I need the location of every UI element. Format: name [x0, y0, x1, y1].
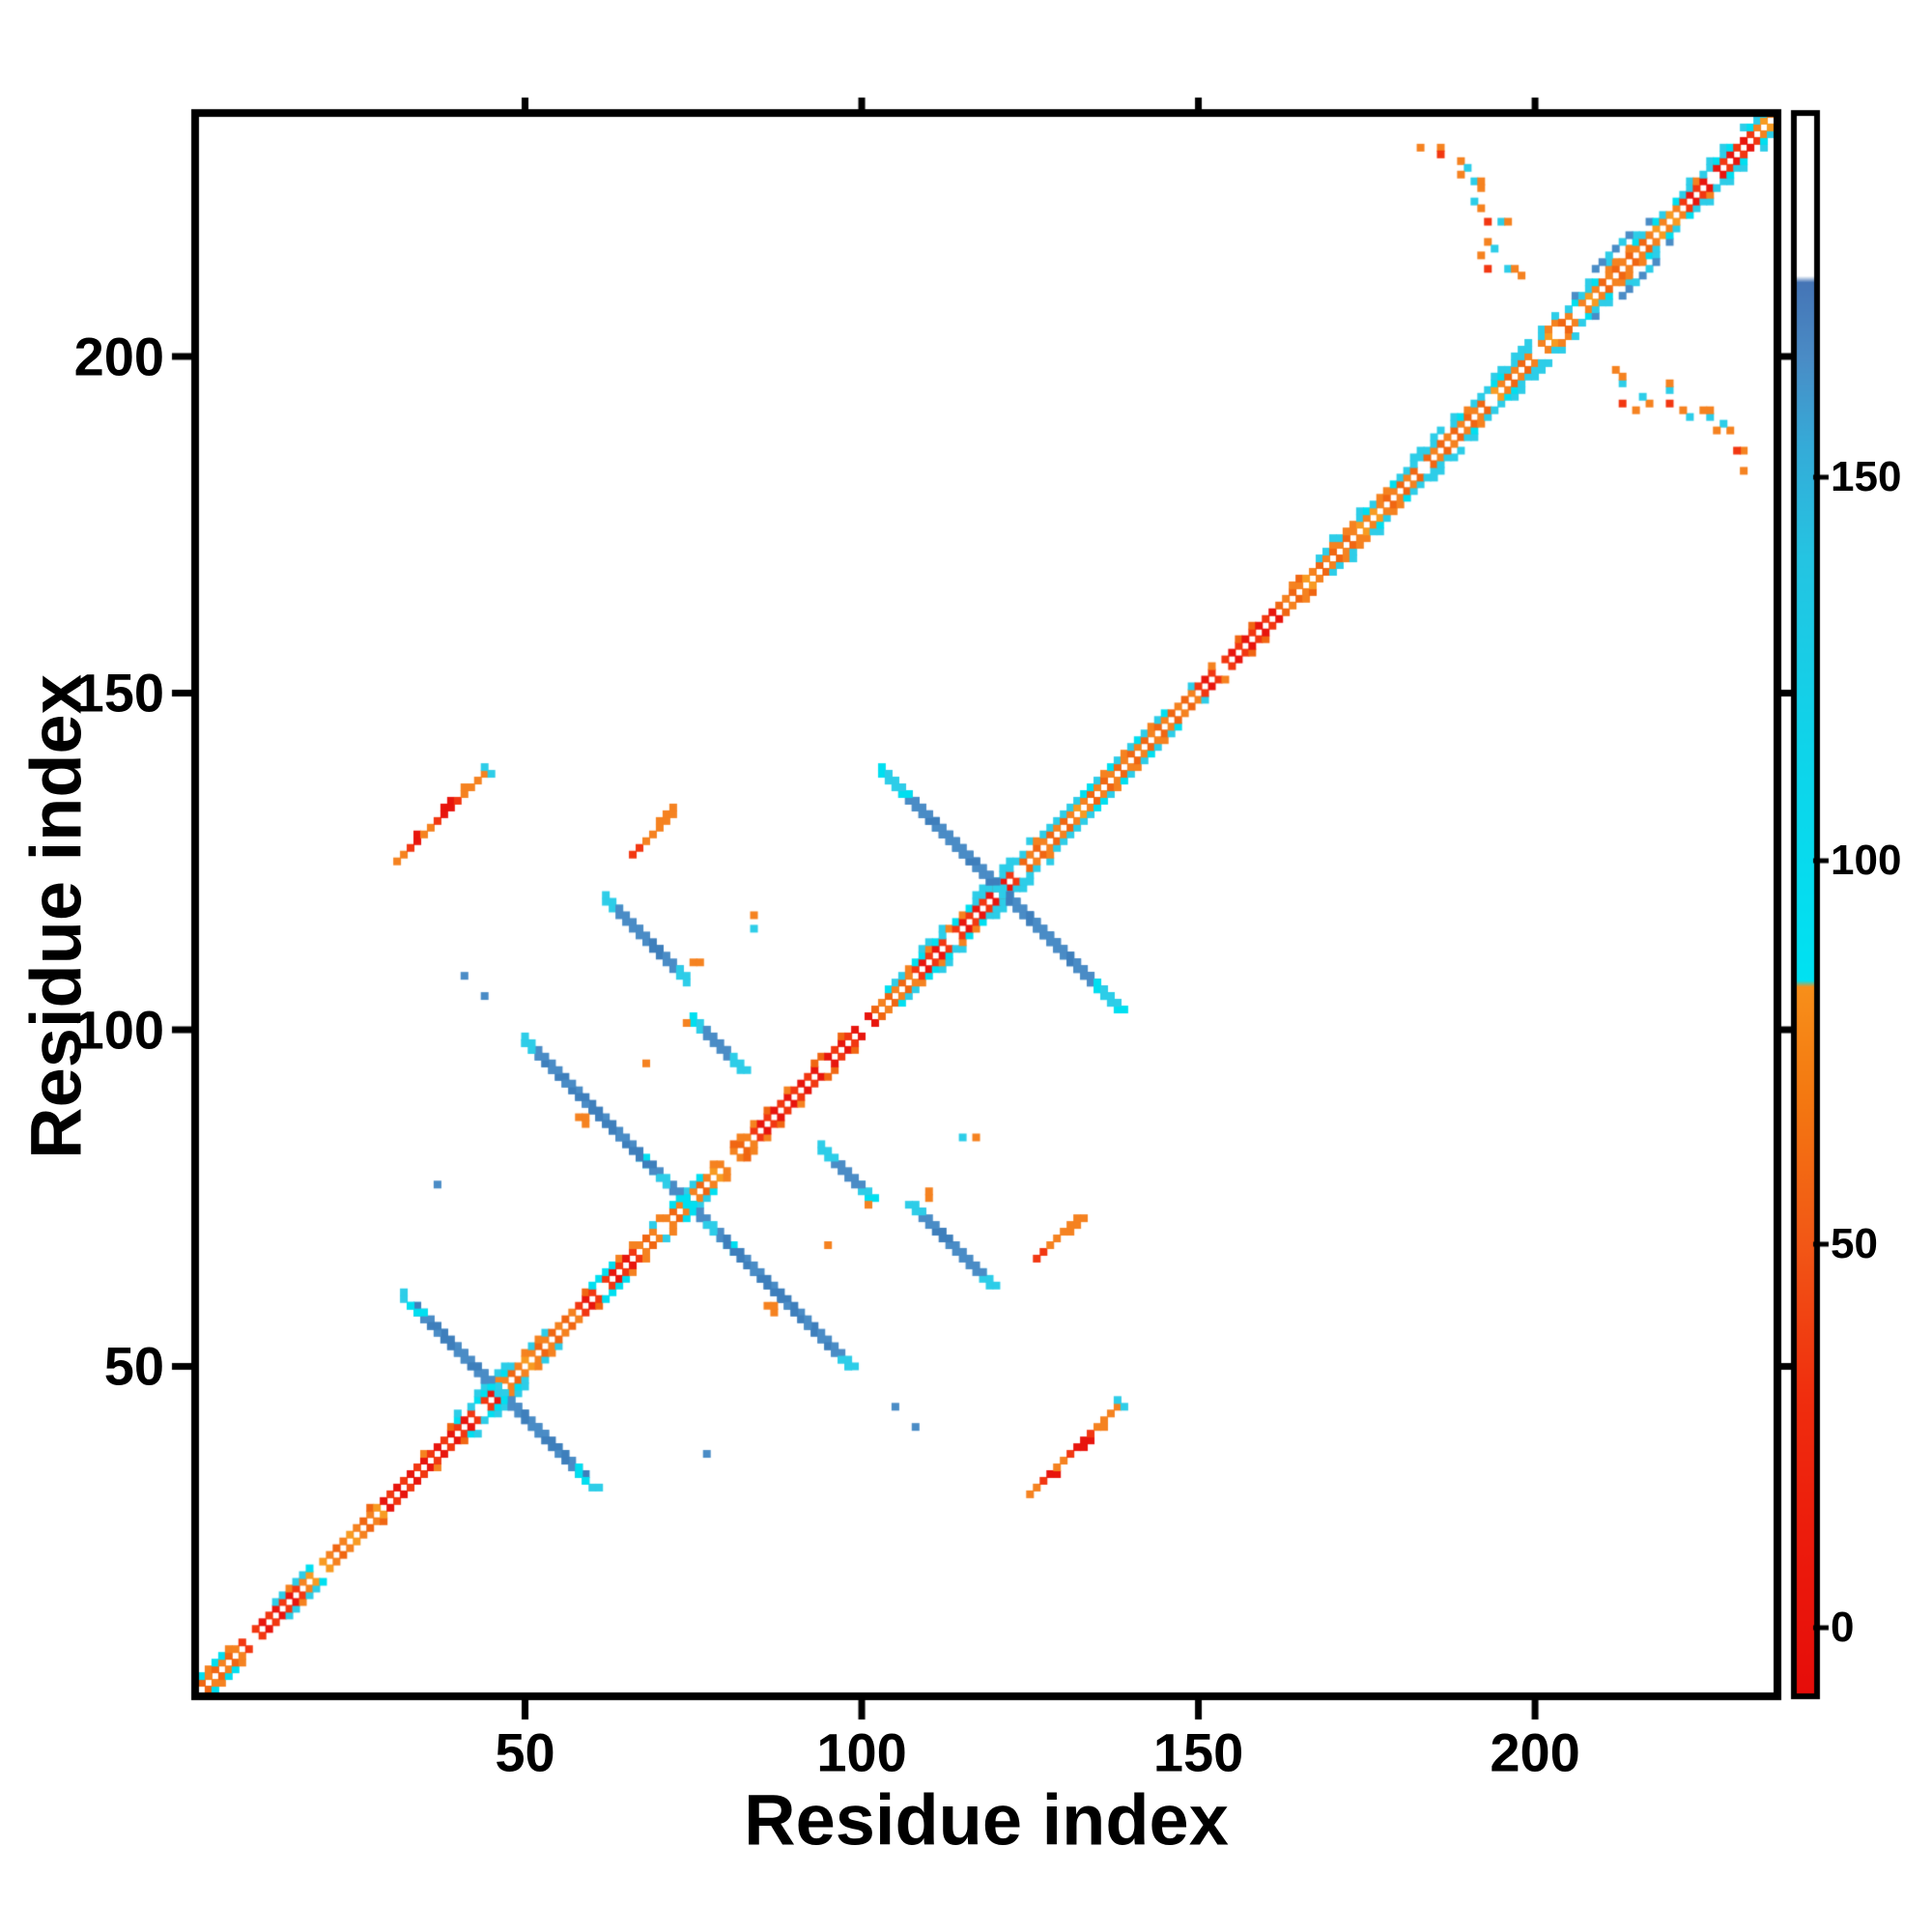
colorbar-tick-label-50: 50: [1831, 1220, 1878, 1267]
y-tick-label-50: 50: [103, 1335, 164, 1397]
colorbar-tick-label-0: 0: [1831, 1604, 1855, 1651]
x-tick-label-150: 150: [1152, 1721, 1244, 1783]
colorbar-tick-label-100: 100: [1831, 837, 1902, 884]
x-tick-label-100: 100: [816, 1721, 907, 1783]
x-axis-title: Residue index: [744, 1779, 1229, 1861]
y-axis-title: Residue index: [15, 673, 97, 1159]
colorbar-tick-label-150: 150: [1831, 453, 1902, 500]
x-tick-label-200: 200: [1490, 1721, 1580, 1783]
y-tick-label-200: 200: [73, 326, 164, 387]
y-tick-label-100: 100: [73, 999, 164, 1061]
x-tick-label-50: 50: [495, 1721, 555, 1783]
y-tick-label-150: 150: [73, 662, 164, 724]
